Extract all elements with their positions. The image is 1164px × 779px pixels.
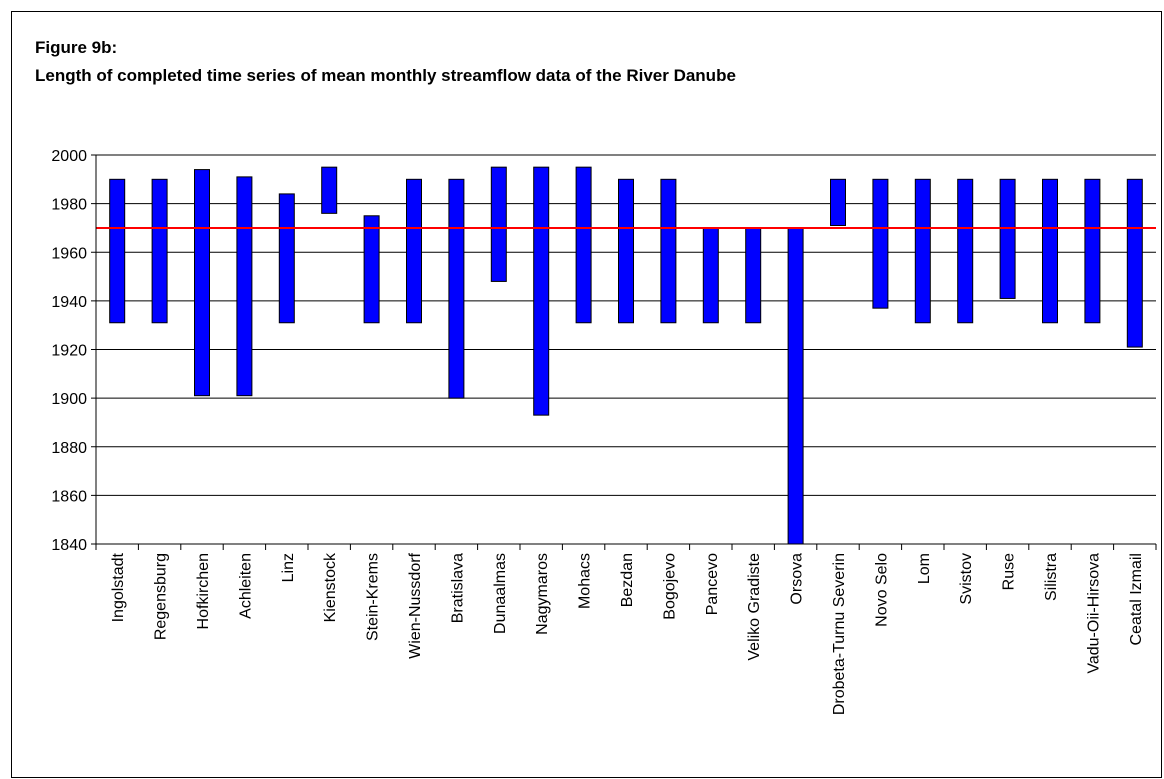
y-tick-label: 1840 — [51, 537, 87, 554]
x-tick-label: Veliko Gradiste — [746, 553, 763, 661]
y-tick-label: 1860 — [51, 488, 87, 505]
x-tick-label: Bogojevo — [661, 553, 678, 620]
bar — [618, 178, 634, 324]
bar — [406, 178, 422, 324]
bar — [109, 178, 126, 324]
x-tick-label: Hofkirchen — [195, 553, 212, 629]
bar — [787, 227, 804, 545]
x-tick-label: Drobeta-Turnu Severin — [831, 553, 848, 715]
bar — [745, 227, 762, 324]
x-tick-label: Achleiten — [237, 553, 254, 619]
x-tick-label: Lom — [916, 553, 933, 584]
bar — [278, 193, 295, 324]
x-tick-label: Novo Selo — [873, 553, 890, 627]
x-tick-label: Kienstock — [322, 552, 339, 622]
bar — [1126, 178, 1143, 348]
bar — [448, 178, 465, 399]
bar — [957, 178, 974, 324]
x-tick-label: Ceatal Izmail — [1128, 553, 1145, 645]
x-tick-label: Ingolstadt — [110, 552, 127, 622]
bar — [533, 166, 550, 416]
x-tick-label: Bezdan — [619, 553, 636, 607]
x-tick-label: Vadu-Oii-Hirsova — [1085, 553, 1102, 674]
axes — [91, 154, 1157, 550]
y-tick-labels: 1840 1860 1880 1900 1920 1940 1960 1980 2000 — [51, 148, 87, 554]
bar — [660, 178, 677, 324]
x-tick-label: Regensburg — [153, 553, 170, 640]
bar — [1084, 178, 1101, 324]
bar — [363, 215, 380, 324]
bar — [321, 166, 338, 214]
bar — [194, 169, 210, 397]
bar — [151, 178, 168, 324]
y-tick-label: 1980 — [51, 197, 87, 214]
bar — [830, 178, 846, 227]
y-tick-label: 1920 — [51, 343, 87, 360]
x-tick-label: Silistra — [1043, 553, 1060, 601]
y-tick-label: 2000 — [51, 148, 87, 165]
bar — [872, 178, 889, 309]
x-tick-label: Ruse — [1001, 553, 1018, 590]
x-tick-label: Svistov — [958, 553, 975, 605]
bar — [702, 227, 719, 324]
y-tick-label: 1960 — [51, 245, 87, 262]
y-tick-label: 1900 — [51, 391, 87, 408]
chart-title: Length of completed time series of mean … — [35, 66, 736, 85]
x-tick-label: Stein-Krems — [365, 553, 382, 641]
bar — [236, 176, 253, 397]
bars — [109, 166, 1143, 545]
x-tick-label: Wien-Nussdorf — [407, 552, 424, 658]
figure-label: Figure 9b: — [35, 38, 118, 57]
bar — [575, 166, 592, 324]
bar — [490, 166, 507, 282]
x-tick-label: Nagymaros — [534, 553, 551, 635]
y-tick-label: 1940 — [51, 294, 87, 311]
x-tick-label: Orsova — [789, 553, 806, 605]
x-tick-label: Mohacs — [577, 553, 594, 609]
x-tick-label: Pancevo — [704, 553, 721, 615]
x-tick-label: Dunaalmas — [492, 553, 509, 634]
y-tick-label: 1880 — [51, 440, 87, 457]
x-tick-labels: Ingolstadt Regensburg Hofkirchen Achleiten L… — [110, 552, 1145, 715]
x-tick-label: Linz — [280, 553, 297, 582]
bar — [1042, 178, 1058, 324]
x-tick-label: Bratislava — [449, 553, 466, 623]
bar — [914, 178, 931, 324]
bar — [999, 178, 1016, 299]
